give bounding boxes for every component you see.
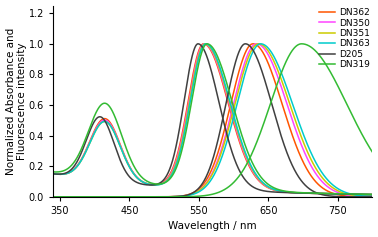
DN363 bbox=[173, 166, 178, 169]
DN362 bbox=[87, 141, 91, 144]
DN350 bbox=[173, 162, 178, 164]
DN362 bbox=[173, 160, 178, 162]
DN362 bbox=[51, 172, 55, 175]
DN362 bbox=[106, 119, 111, 122]
Line: DN350: DN350 bbox=[53, 44, 372, 195]
D205 bbox=[51, 172, 55, 175]
DN350 bbox=[51, 172, 55, 175]
DN350 bbox=[87, 142, 91, 145]
DN319 bbox=[187, 113, 192, 116]
DN351 bbox=[173, 164, 178, 167]
DN319 bbox=[330, 192, 334, 195]
DN319 bbox=[205, 42, 209, 45]
Line: DN319: DN319 bbox=[53, 44, 372, 194]
DN362 bbox=[364, 193, 369, 196]
DN362 bbox=[187, 93, 192, 96]
D205 bbox=[330, 192, 334, 195]
Line: DN351: DN351 bbox=[53, 44, 372, 195]
DN319 bbox=[364, 193, 369, 196]
DN363 bbox=[51, 172, 55, 175]
DN350 bbox=[370, 193, 375, 196]
Line: DN362: DN362 bbox=[53, 44, 372, 195]
X-axis label: Wavelength / nm: Wavelength / nm bbox=[168, 221, 257, 232]
DN319 bbox=[106, 104, 111, 107]
DN350 bbox=[202, 42, 206, 45]
DN350 bbox=[364, 193, 369, 196]
D205 bbox=[106, 126, 111, 129]
DN351 bbox=[203, 42, 207, 45]
D205 bbox=[173, 148, 178, 150]
D205 bbox=[370, 193, 375, 196]
DN350 bbox=[330, 192, 334, 195]
DN363 bbox=[203, 42, 208, 45]
DN319 bbox=[370, 193, 375, 196]
D205 bbox=[187, 68, 192, 71]
Line: D205: D205 bbox=[53, 44, 372, 195]
DN351 bbox=[364, 193, 369, 196]
DN350 bbox=[187, 97, 192, 100]
D205 bbox=[87, 131, 91, 133]
DN363 bbox=[187, 105, 192, 108]
D205 bbox=[196, 42, 200, 45]
DN319 bbox=[173, 169, 178, 171]
DN363 bbox=[330, 192, 334, 195]
Y-axis label: Normalized Absorbance and
Fluorescence intensity: Normalized Absorbance and Fluorescence i… bbox=[6, 27, 27, 175]
DN363 bbox=[87, 142, 91, 145]
DN319 bbox=[87, 127, 91, 130]
DN351 bbox=[370, 193, 375, 196]
DN350 bbox=[106, 120, 111, 123]
DN351 bbox=[187, 101, 192, 104]
DN362 bbox=[201, 42, 206, 45]
DN363 bbox=[106, 122, 111, 125]
DN362 bbox=[370, 193, 375, 196]
DN363 bbox=[364, 193, 369, 196]
D205 bbox=[364, 193, 369, 196]
DN351 bbox=[51, 172, 55, 175]
Legend: DN362, DN350, DN351, DN363, D205, DN319: DN362, DN350, DN351, DN363, D205, DN319 bbox=[318, 7, 371, 70]
DN351 bbox=[330, 192, 334, 195]
DN362 bbox=[330, 192, 334, 195]
DN351 bbox=[106, 122, 111, 125]
Line: DN363: DN363 bbox=[53, 44, 372, 195]
DN319 bbox=[51, 170, 55, 173]
DN363 bbox=[370, 193, 375, 196]
DN351 bbox=[87, 142, 91, 145]
